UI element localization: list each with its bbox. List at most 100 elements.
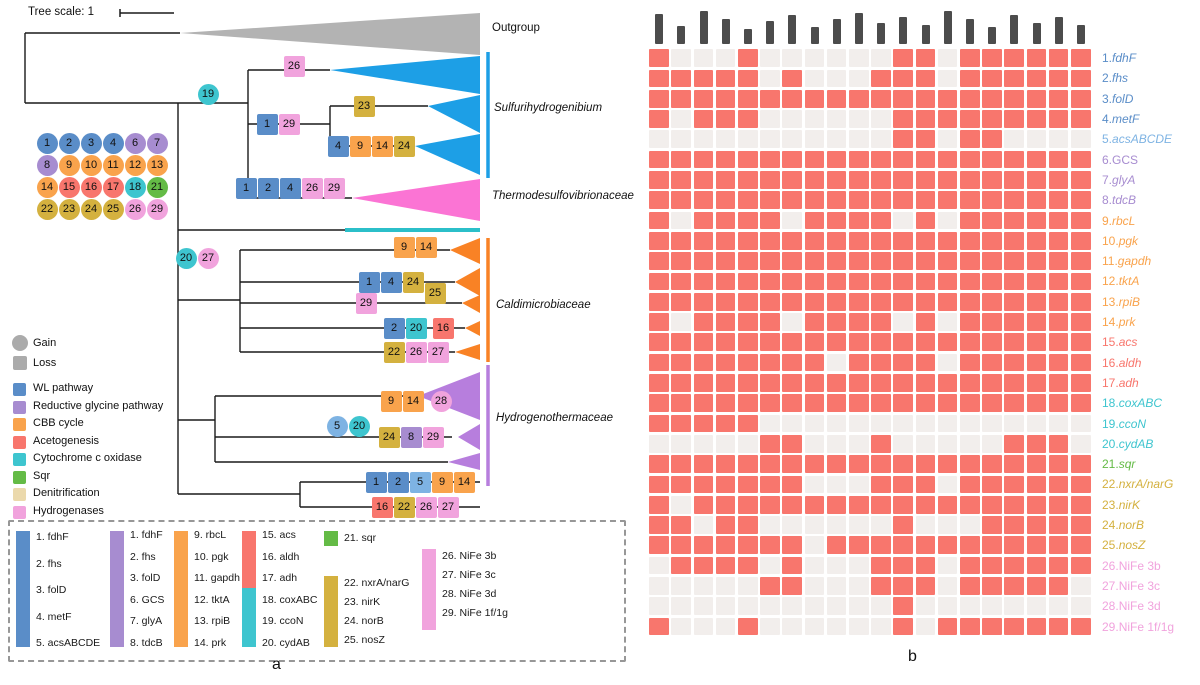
heatmap-cell (937, 414, 958, 433)
gain-marker: 20 (348, 415, 370, 437)
gene-row-label: 1. fdhF (1102, 48, 1136, 68)
heatmap-cell (738, 455, 758, 473)
gene-row-label: 14. prk (1102, 312, 1135, 332)
loss-marker: 29 (355, 292, 377, 314)
heatmap-cell (738, 353, 758, 372)
heatmap-cell (1048, 414, 1069, 433)
heatmap-cell (1004, 516, 1025, 534)
heatmap-cell (649, 556, 669, 575)
heatmap-cell (693, 272, 714, 291)
heatmap-cell (715, 89, 736, 108)
gene-row-label: 6. GCS (1102, 150, 1138, 170)
clade-triangle (462, 295, 480, 313)
heatmap-cell (871, 211, 891, 230)
heatmap-cell (693, 292, 714, 311)
heatmap-cell (649, 211, 669, 230)
heatmap-cell (760, 252, 780, 270)
heatmap-cell (849, 191, 869, 210)
heatmap-cell (1026, 130, 1047, 149)
heatmap-cell (782, 516, 803, 534)
heatmap-cell (1071, 191, 1091, 210)
heatmap-cell (671, 69, 692, 88)
heatmap-cell (671, 434, 692, 453)
heatmap-cell (982, 110, 1002, 128)
gene-group-bar-ace (242, 531, 256, 588)
heatmap-cell (1071, 231, 1091, 250)
heatmap-cell (715, 353, 736, 372)
heatmap-cell (760, 617, 780, 636)
heatmap-cell (960, 89, 980, 108)
heatmap-cell (915, 434, 936, 453)
heatmap-cell (649, 110, 669, 128)
legend-swatch-oxi (13, 453, 26, 466)
heatmap-cell (804, 495, 825, 514)
heatmap-cell (893, 231, 914, 250)
heatmap-cell (915, 231, 936, 250)
loss-marker: 2 (257, 177, 279, 199)
heatmap-cell (804, 110, 825, 128)
heatmap-cell (715, 536, 736, 555)
heatmap-cell (826, 333, 847, 352)
heatmap-cell (1026, 292, 1047, 311)
heatmap-cell (760, 69, 780, 88)
heatmap-cell (782, 231, 803, 250)
heatmap-cell (982, 597, 1002, 616)
heatmap-cell (982, 89, 1002, 108)
heatmap-cell (804, 455, 825, 473)
heatmap-cell (937, 434, 958, 453)
heatmap-cell (760, 597, 780, 616)
loss-marker: 14 (402, 390, 424, 412)
heatmap-cell (937, 272, 958, 291)
heatmap-cell (1048, 130, 1069, 149)
heatmap-cell (760, 475, 780, 494)
heatmap-cell (871, 475, 891, 494)
gain-marker: 11 (102, 154, 124, 176)
heatmap-cell (849, 69, 869, 88)
heatmap-cell (760, 171, 780, 189)
heatmap-cell (782, 150, 803, 169)
heatmap-cell (982, 333, 1002, 352)
heatmap-cell (937, 292, 958, 311)
heatmap-cell (937, 374, 958, 392)
heatmap-cell (1071, 211, 1091, 230)
clade-triangle (450, 238, 480, 264)
heatmap-cell (1004, 252, 1025, 270)
heatmap-cell (893, 455, 914, 473)
heatmap-cell (960, 353, 980, 372)
column-label (988, 27, 997, 44)
heatmap-cell (738, 414, 758, 433)
gene-number: 17. (1102, 375, 1119, 390)
legend-swatch-cbb (13, 418, 26, 431)
heatmap-cell (693, 353, 714, 372)
gene-group-entry: 15. acs (262, 529, 296, 541)
heatmap-cell (1004, 617, 1025, 636)
heatmap-cell (782, 191, 803, 210)
gain-marker: 29 (146, 198, 168, 220)
heatmap-cell (760, 272, 780, 291)
heatmap-cell (693, 414, 714, 433)
gene-row-label: 22. nxrA/narG (1102, 474, 1173, 494)
clade-label: Sulfurihydrogenibium (494, 102, 603, 114)
column-label (1010, 15, 1019, 44)
gene-number: 23. (1102, 497, 1119, 512)
heatmap-cell (1048, 89, 1069, 108)
heatmap-cell (915, 394, 936, 413)
heatmap-cell (915, 69, 936, 88)
heatmap-cell (849, 333, 869, 352)
gene-number: 19. (1102, 416, 1119, 431)
gene-group-entry: 24. norB (344, 615, 384, 627)
gene-number: 10. (1102, 233, 1119, 248)
gene-number: 9. (1102, 213, 1113, 228)
heatmap-cell (982, 150, 1002, 169)
heatmap-cell (693, 536, 714, 555)
heatmap-cell (826, 252, 847, 270)
heatmap-cell (826, 313, 847, 331)
gene-name: NiFe 3d (1118, 599, 1161, 614)
heatmap-cell (915, 49, 936, 67)
heatmap-cell (715, 617, 736, 636)
gene-name: norB (1118, 518, 1145, 533)
gene-name: cydAB (1118, 436, 1154, 451)
heatmap-cell (982, 516, 1002, 534)
heatmap-cell (871, 231, 891, 250)
loss-marker: 26 (283, 55, 305, 77)
